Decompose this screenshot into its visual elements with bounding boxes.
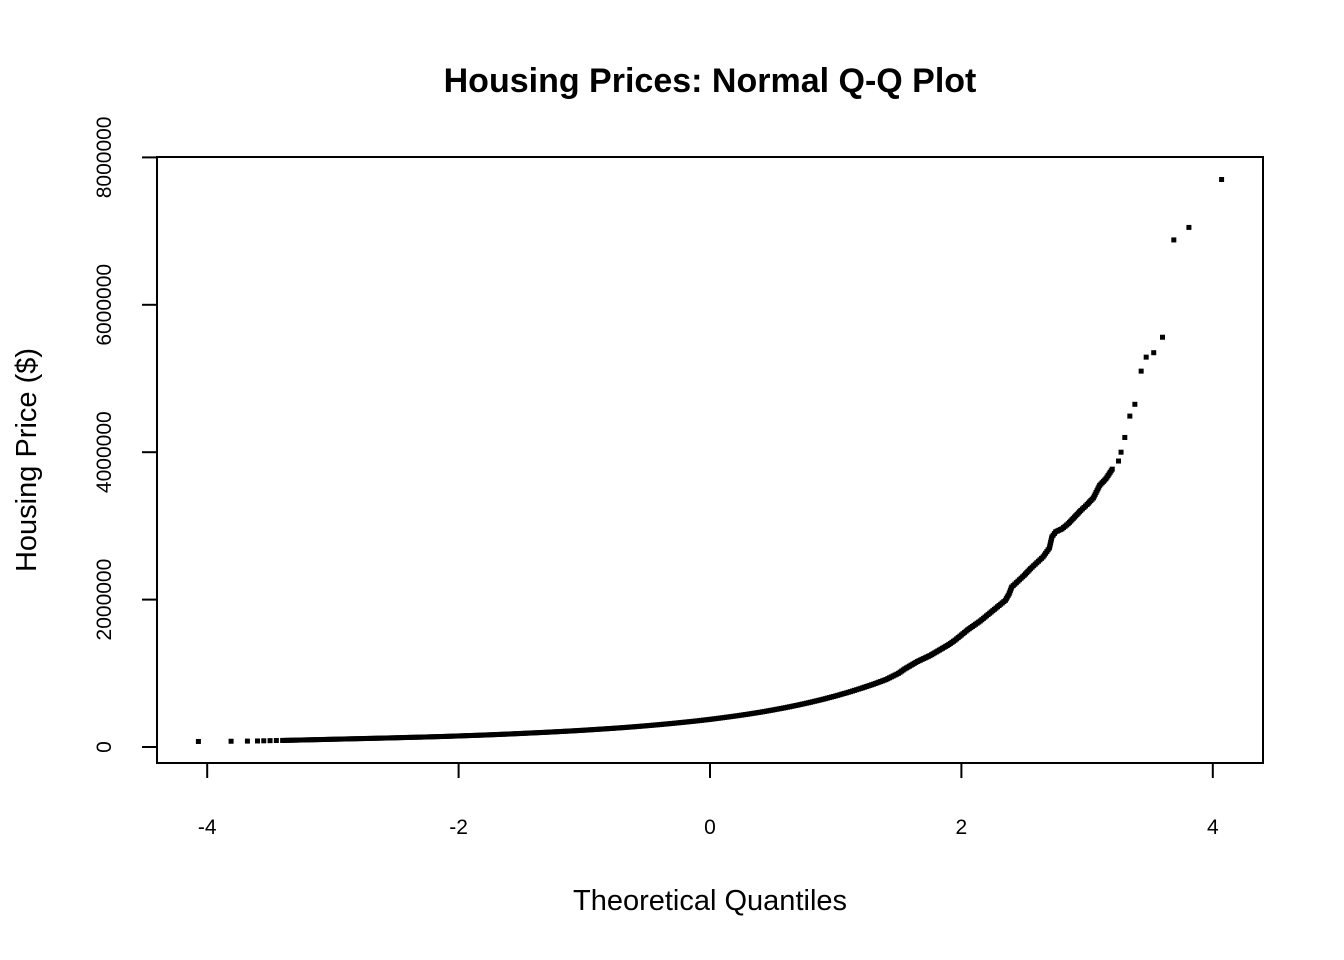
data-point: [1151, 350, 1157, 356]
data-point: [228, 738, 234, 744]
y-tick-label: 8000000: [93, 117, 116, 199]
x-tick-label: 2: [956, 816, 968, 839]
data-point: [1186, 224, 1192, 230]
x-tick-label: 0: [704, 816, 716, 839]
data-point: [1122, 434, 1128, 440]
x-tick-label: 4: [1207, 816, 1219, 839]
data-point: [273, 738, 279, 744]
y-tick-label: 0: [93, 741, 116, 753]
data-point: [1143, 354, 1149, 360]
x-axis-label: Theoretical Quantiles: [573, 885, 847, 917]
data-point: [1138, 368, 1144, 374]
y-tick-label: 2000000: [93, 559, 116, 641]
data-point: [254, 738, 260, 744]
y-tick-label: 4000000: [93, 411, 116, 493]
y-axis-label: Housing Price ($): [11, 348, 43, 572]
data-point: [195, 738, 201, 744]
data-point: [267, 738, 273, 744]
data-point: [1171, 237, 1177, 243]
data-point: [1127, 413, 1133, 419]
data-point: [1160, 334, 1166, 340]
x-tick-label: -2: [449, 816, 468, 839]
chart-title: Housing Prices: Normal Q-Q Plot: [444, 62, 977, 100]
y-tick-label: 6000000: [93, 264, 116, 346]
data-point: [1219, 177, 1225, 183]
x-axis: -4 -2 0 2 4: [198, 762, 1219, 839]
data-points: [195, 177, 1225, 744]
x-tick-label: -4: [198, 816, 217, 839]
y-axis: 0 2000000 4000000 6000000 8000000: [93, 117, 158, 753]
data-point: [1109, 466, 1115, 472]
data-point: [1132, 401, 1138, 407]
data-point: [1118, 449, 1124, 455]
data-point: [244, 738, 250, 744]
data-point: [261, 738, 267, 744]
data-point: [1116, 458, 1122, 464]
plot-frame: [156, 156, 1264, 764]
